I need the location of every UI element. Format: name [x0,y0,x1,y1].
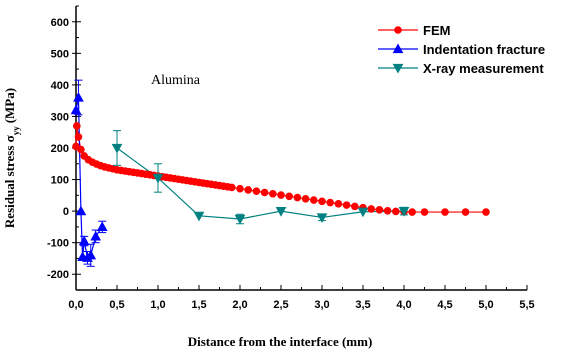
x-tick-label: 4,5 [437,299,452,311]
y-axis-title-unit: (MPa) [2,88,17,123]
x-tick-label: 3,0 [314,299,329,311]
fem-point [334,200,343,208]
fem-point [285,192,294,201]
fem-point [236,184,244,193]
y-tick-label: 200 [51,143,69,155]
fem-point [77,145,85,154]
series-lines [75,97,486,259]
legend-fem-label: FEM [423,23,450,38]
fem-point [252,187,261,196]
y-tick-label: 100 [51,175,69,187]
y-tick-label: 400 [51,80,69,92]
annotation-label: Alumina [151,73,201,88]
fem-point [73,122,81,130]
fem-point [383,206,392,215]
y-tick-label: 500 [51,48,69,60]
fem-point [269,189,277,198]
xray-point [275,207,287,217]
x-tick-label: 2,5 [273,299,288,311]
legend-xray-label: X-ray measurement [423,61,544,76]
legend-indentation-label: Indentation fracture [423,42,545,57]
indentation-point [78,235,90,246]
legend: FEM Indentation fracture X-ray measurement [378,23,545,76]
fem-point [277,191,285,199]
fem-point [408,208,417,216]
y-tick-label: 600 [51,17,69,29]
xray-line [116,147,405,220]
fem-point [441,208,449,216]
series-markers [70,79,490,267]
fem-point [351,202,359,211]
x-tick-label: 2,0 [232,299,247,311]
xray-point [193,211,205,222]
fem-point [293,193,302,202]
y-axis-title-main: Residual stress σ [2,135,17,228]
fem-point [318,197,326,206]
fem-point [420,208,429,216]
indentation-line [75,97,103,259]
indentation-point [90,230,102,241]
x-tick-label: 1,0 [150,299,165,311]
fem-point [461,208,470,216]
axes: 0,0 0,5 1,0 1,5 2,0 2,5 3,0 3,5 4,0 4,5 5,0 5,5 -200… [47,5,535,311]
fem-line [75,125,486,213]
x-tick-label: 0,5 [109,299,124,311]
xray-point [316,213,328,223]
y-tick-label: -100 [47,238,69,250]
x-tick-label: 3,5 [355,299,370,311]
fem-point [392,207,400,216]
fem-point [74,133,83,141]
legend-fem-marker [394,26,402,34]
xray-point [357,207,369,218]
fem-point [375,206,384,214]
fem-point [301,195,310,203]
fem-point [260,188,269,197]
x-axis-title: Distance from the interface (mm) [188,334,373,349]
x-tick-label: 4,0 [396,299,411,311]
y-tick-label: 0 [63,206,69,218]
x-tick-label: 5,0 [478,299,493,311]
xray-point [398,207,410,217]
fem-point [342,201,351,209]
y-tick-label: -200 [47,269,69,281]
fem-point [310,196,318,204]
y-axis-title: Residual stress σyy (MPa) [2,88,21,228]
indentation-point [75,205,87,216]
y-tick-label: 300 [51,111,69,123]
xray-point [152,173,164,184]
fem-point [367,205,376,213]
legend-xray-marker [392,63,404,74]
fem-point [228,183,236,192]
x-tick-label: 1,5 [191,299,206,311]
x-tick-label: 0,0 [68,299,83,311]
y-axis-title-sub: yy [11,126,21,136]
fem-point [244,186,252,194]
legend-indentation-marker [392,43,404,54]
indentation-point [96,221,108,231]
indentation-point [85,249,97,260]
x-tick-label: 5,5 [519,299,534,311]
indentation-point [73,91,84,102]
xray-point [234,214,246,225]
xray-point [111,143,123,154]
fem-point [482,208,490,216]
fem-point [326,198,335,207]
